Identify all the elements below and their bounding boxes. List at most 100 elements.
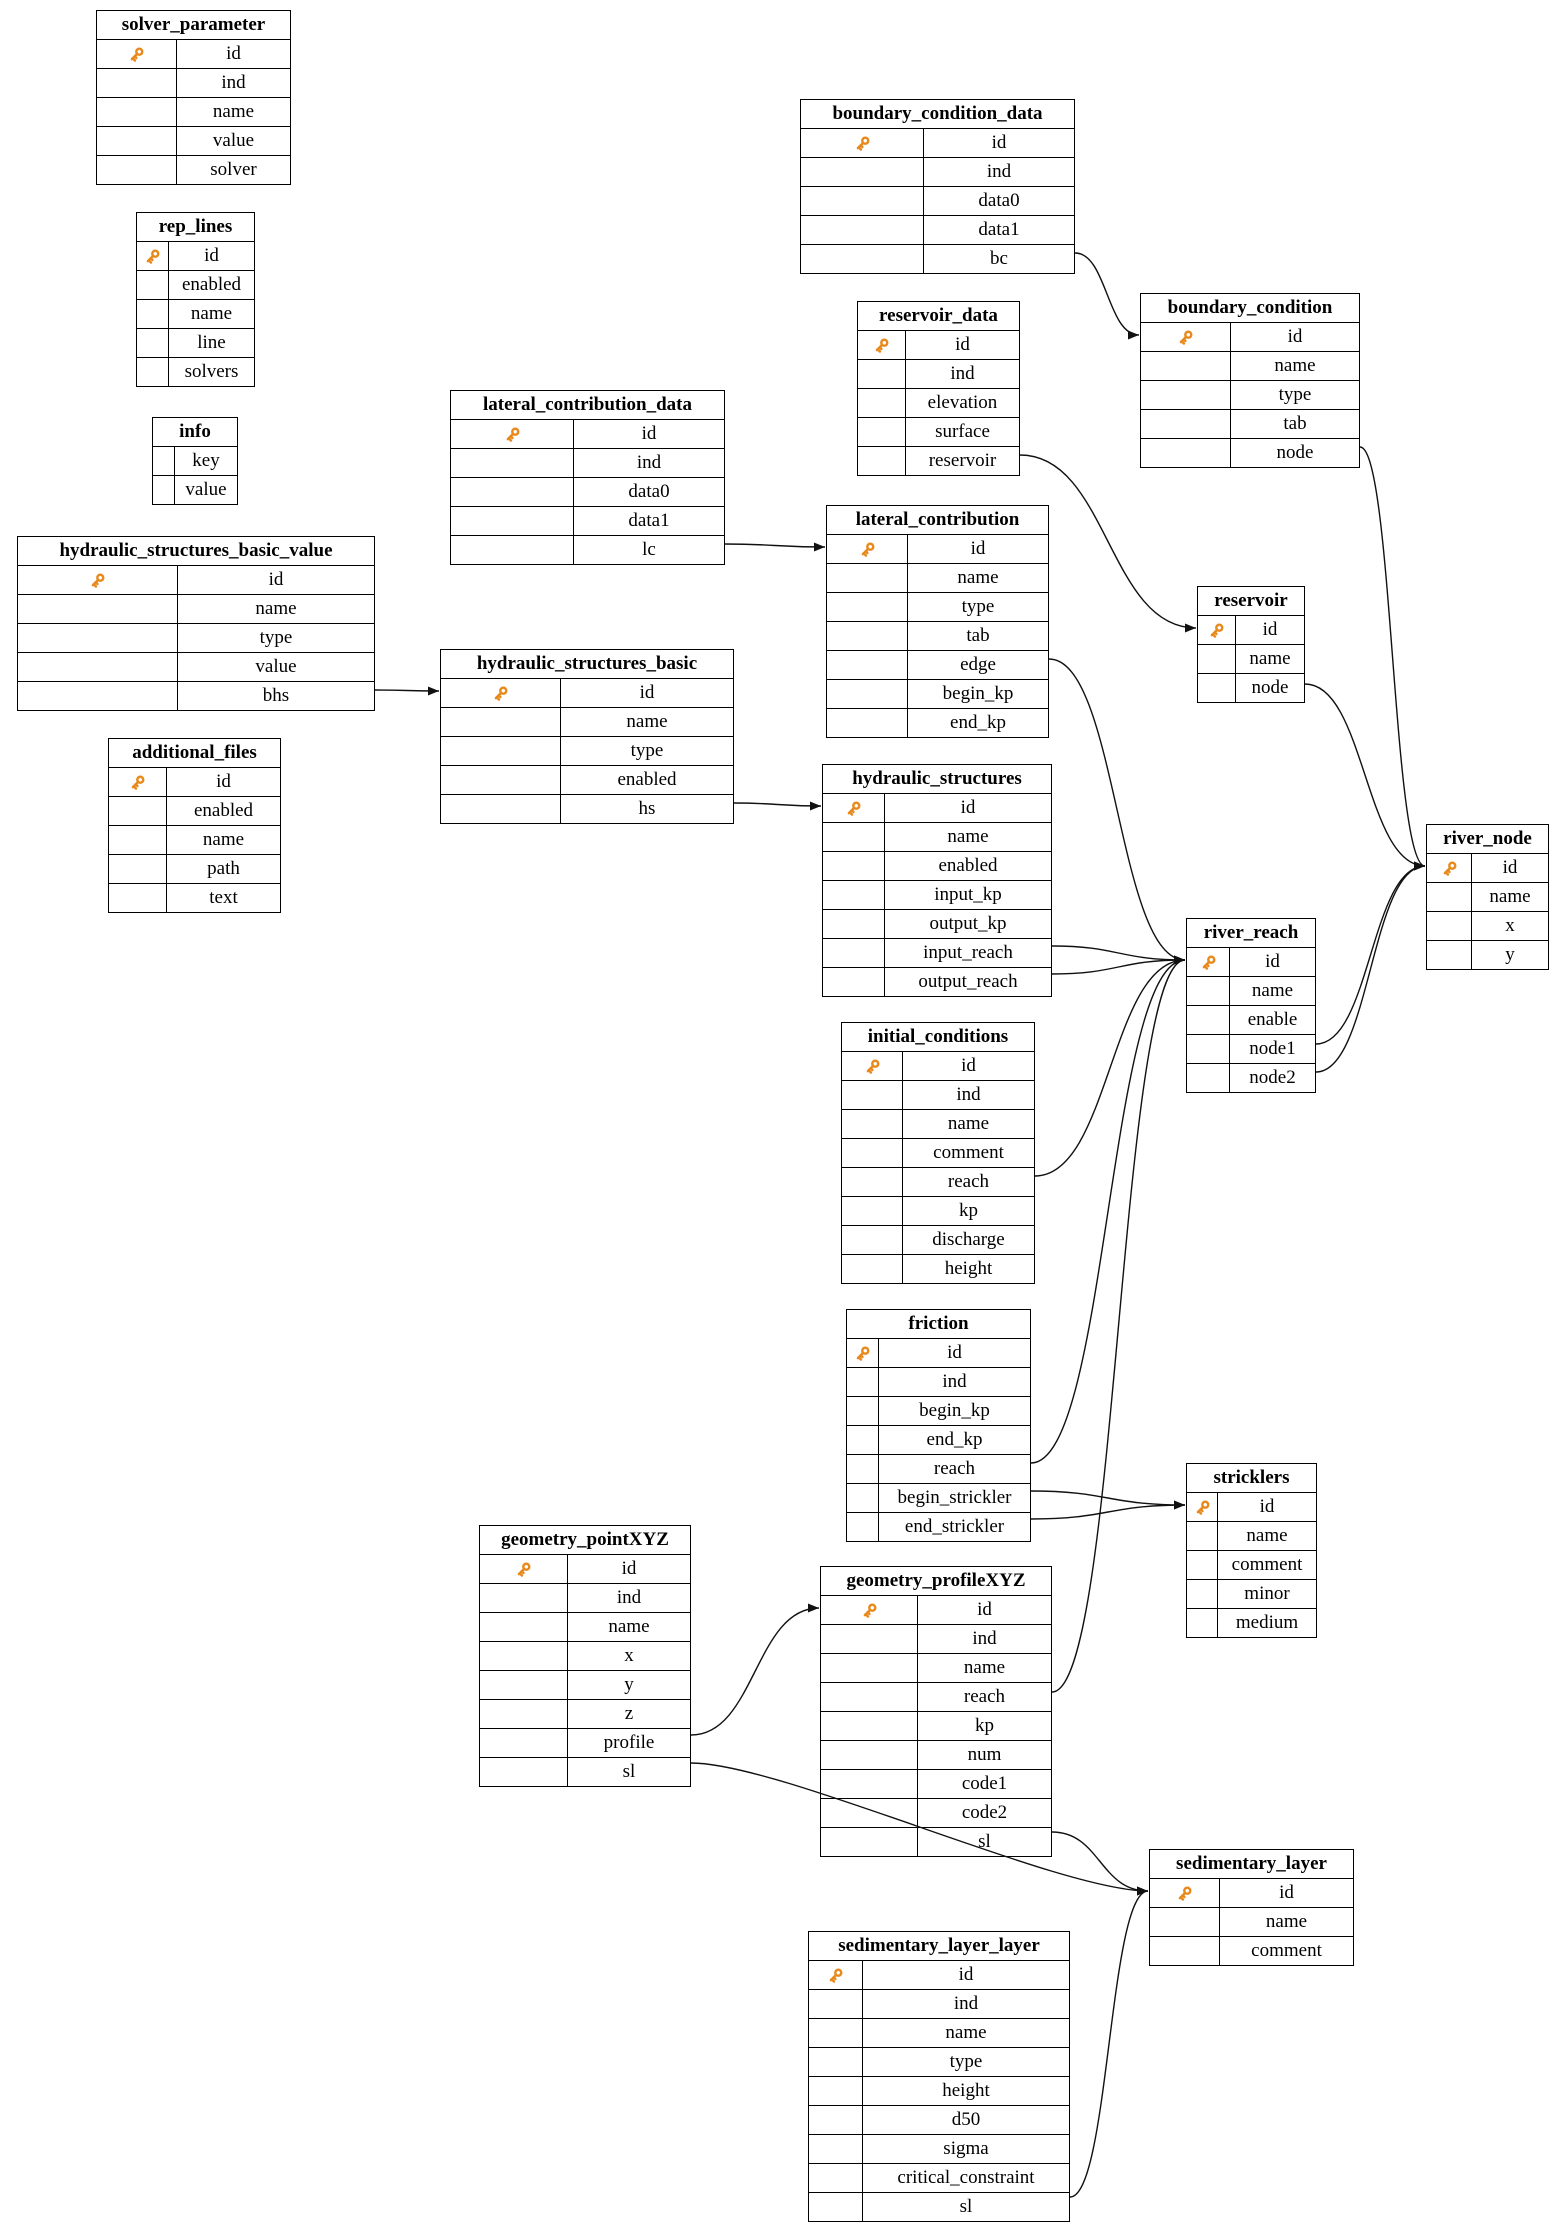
relation-initial_conditions.reach-to-river_reach — [1034, 955, 1186, 1177]
field-row-z: z — [480, 1699, 690, 1728]
table-boundary_condition_data: boundary_condition_data id ind data0 data1 bc — [800, 99, 1075, 274]
field-name: minor — [1244, 1583, 1290, 1604]
key-cell — [153, 447, 175, 475]
field-name: end_strickler — [904, 1516, 1005, 1537]
table-title: sedimentary_layer_layer — [838, 1935, 1040, 1956]
field-row-type: type — [441, 736, 733, 765]
primary-key-icon — [857, 539, 878, 560]
key-cell — [827, 680, 908, 708]
table-title: friction — [908, 1313, 969, 1334]
key-cell — [1187, 1006, 1230, 1034]
table-title: river_reach — [1203, 922, 1299, 943]
table-title: reservoir — [1214, 590, 1288, 611]
key-cell — [480, 1671, 568, 1699]
field-row-data1: data1 — [801, 215, 1074, 244]
primary-key-icon — [852, 133, 873, 154]
primary-key-cell — [451, 420, 574, 448]
table-reservoir_data: reservoir_data id ind elevation surface reser… — [857, 301, 1020, 476]
primary-key-icon — [502, 424, 523, 445]
field-name: name — [608, 1616, 650, 1637]
key-cell — [809, 2077, 863, 2105]
key-cell — [18, 624, 178, 652]
primary-key-cell — [441, 679, 561, 707]
field-name: sl — [978, 1831, 991, 1852]
field-row-value: value — [18, 652, 374, 681]
field-row-type: type — [1141, 380, 1359, 409]
field-row-comment: comment — [842, 1138, 1034, 1167]
primary-key-icon — [859, 1600, 880, 1621]
key-cell — [1141, 439, 1231, 467]
field-row-name: name — [1141, 351, 1359, 380]
primary-key-icon — [1192, 1497, 1213, 1518]
field-name: node1 — [1249, 1038, 1296, 1059]
field-name: x — [1505, 915, 1515, 936]
key-cell — [109, 855, 167, 883]
field-row-enable: enable — [1187, 1005, 1315, 1034]
key-cell — [97, 127, 177, 155]
field-row-reach: reach — [842, 1167, 1034, 1196]
field-name: name — [947, 826, 989, 847]
field-row-type: type — [18, 623, 374, 652]
key-cell — [821, 1799, 918, 1827]
field-row-name: name — [109, 825, 280, 854]
field-row-id: id — [809, 1960, 1069, 1989]
field-row-name: name — [441, 707, 733, 736]
field-row-node: node — [1198, 673, 1304, 702]
field-row-y: y — [1427, 940, 1548, 969]
field-name: type — [949, 2051, 983, 2072]
field-name: ind — [950, 363, 975, 384]
field-row-value: value — [153, 475, 237, 504]
key-cell — [109, 884, 167, 912]
field-name: ind — [972, 1628, 997, 1649]
key-cell — [480, 1613, 568, 1641]
field-name: kp — [975, 1715, 994, 1736]
primary-key-cell — [1198, 616, 1236, 644]
field-name: id — [268, 569, 284, 590]
relation-friction.reach-to-river_reach — [1030, 955, 1186, 1464]
field-row-reach: reach — [847, 1454, 1030, 1483]
field-name: name — [1249, 648, 1291, 669]
relation-hydraulic_structures.output_reach-to-river_reach — [1051, 955, 1186, 975]
field-row-key: key — [153, 446, 237, 475]
field-name: enabled — [193, 800, 254, 821]
field-name: name — [255, 598, 297, 619]
field-row-d50: d50 — [809, 2105, 1069, 2134]
key-cell — [97, 156, 177, 184]
field-row-input_kp: input_kp — [823, 880, 1051, 909]
field-name: node — [1276, 442, 1314, 463]
field-name: id — [1287, 326, 1303, 347]
relation-boundary_condition_data.bc-to-boundary_condition — [1074, 252, 1140, 340]
field-row-surface: surface — [858, 417, 1019, 446]
key-cell — [480, 1584, 568, 1612]
primary-key-cell — [821, 1596, 918, 1624]
table-river_reach: river_reach id name enable node1 node2 — [1186, 918, 1316, 1093]
field-row-type: type — [827, 592, 1048, 621]
field-row-ind: ind — [451, 448, 724, 477]
field-row-comment: comment — [1187, 1550, 1316, 1579]
field-row-ind: ind — [847, 1367, 1030, 1396]
key-cell — [1187, 977, 1230, 1005]
field-name: enable — [1247, 1009, 1298, 1030]
primary-key-icon — [825, 1965, 846, 1986]
field-name: d50 — [951, 2109, 981, 2130]
key-cell — [842, 1226, 903, 1254]
field-name: type — [1278, 384, 1312, 405]
field-name: name — [947, 1113, 990, 1134]
key-cell — [441, 737, 561, 765]
field-name: id — [1502, 857, 1518, 878]
field-name: enabled — [617, 769, 677, 790]
field-row-id: id — [1141, 322, 1359, 351]
field-name: sigma — [943, 2138, 989, 2159]
primary-key-icon — [513, 1559, 534, 1580]
field-row-critical_constraint: critical_constraint — [809, 2163, 1069, 2192]
primary-key-cell — [823, 794, 885, 822]
key-cell — [1427, 912, 1472, 940]
primary-key-cell — [809, 1961, 863, 1989]
field-row-data0: data0 — [801, 186, 1074, 215]
field-name: comment — [933, 1142, 1004, 1163]
field-row-end_strickler: end_strickler — [847, 1512, 1030, 1541]
field-row-solvers: solvers — [137, 357, 254, 386]
field-name: hs — [638, 798, 656, 819]
primary-key-icon — [142, 246, 163, 267]
field-row-hs: hs — [441, 794, 733, 823]
